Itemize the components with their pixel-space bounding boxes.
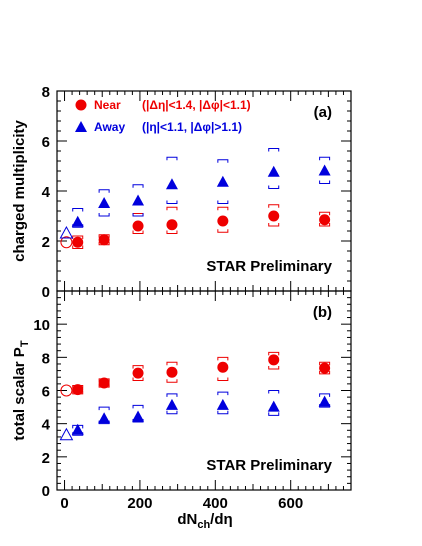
y-axis-label: total scalar PT <box>11 340 31 440</box>
x-axis-label-xlabel_tail: /dη <box>210 511 233 528</box>
x-tick-label: 200 <box>127 495 152 512</box>
systematic-bracket <box>72 235 84 249</box>
systematic-bracket <box>132 365 144 382</box>
legend-label-away: Away <box>94 120 125 134</box>
open-point-near <box>60 236 73 249</box>
data-point-near <box>268 210 280 222</box>
open-point-away <box>59 427 74 441</box>
legend-marker-triangle <box>75 121 87 132</box>
data-point-near <box>217 215 229 227</box>
y-tick-label: 4 <box>42 184 51 201</box>
annotation-star-preliminary: STAR Preliminary <box>206 457 332 474</box>
data-point-near <box>132 220 144 232</box>
x-tick-label: 400 <box>203 495 228 512</box>
panels: 0 2 4 6 8 charged multiplicity (a) STAR Prelimi… <box>11 84 352 531</box>
y-tick-label: 8 <box>42 84 50 101</box>
y-tick-label: 2 <box>42 234 50 251</box>
data-point-away <box>216 175 229 187</box>
systematic-bracket <box>217 391 229 415</box>
data-point-away <box>267 400 280 412</box>
annotation-star-preliminary: STAR Preliminary <box>206 258 332 275</box>
systematic-bracket <box>268 390 280 416</box>
y-tick-label: 2 <box>42 450 50 467</box>
y-tick-label: 0 <box>42 284 50 301</box>
data-point-near <box>319 362 331 374</box>
data-point-away <box>71 215 84 227</box>
y-tick-label: 0 <box>42 483 50 500</box>
data-point-near <box>166 366 178 378</box>
systematic-bracket <box>319 211 331 227</box>
panel-label: (a) <box>314 104 332 121</box>
y-axis-label: charged multiplicity <box>11 119 28 261</box>
systematic-bracket <box>268 148 280 189</box>
legend-label-near: Near <box>94 98 121 112</box>
legend-cuts-away: (|η|<1.1, |Δφ|>1.1) <box>142 120 242 134</box>
data-point-near <box>98 234 110 246</box>
data-point-near <box>72 236 84 248</box>
y-axis-label-text: total scalar P <box>11 347 28 440</box>
y-tick-label: 8 <box>42 350 50 367</box>
open-point-near <box>60 384 73 397</box>
y-tick-label: 6 <box>42 384 50 401</box>
systematic-bracket <box>319 156 331 184</box>
y-tick-label: 4 <box>42 417 51 434</box>
series-away <box>59 390 331 441</box>
systematic-bracket <box>166 156 178 204</box>
x-tick-label: 600 <box>278 495 303 512</box>
data-point-away <box>98 412 111 424</box>
series-near <box>60 204 331 249</box>
series-near <box>60 351 331 397</box>
data-point-away <box>165 178 178 190</box>
data-point-near <box>217 361 229 373</box>
systematic-bracket <box>166 206 178 234</box>
data-point-away <box>267 165 280 177</box>
systematic-bracket <box>268 351 280 370</box>
x-axis-label-xlabel_sub: ch <box>197 519 210 531</box>
y-axis-label-subscript: T <box>19 340 31 347</box>
data-point-near <box>268 354 280 366</box>
data-point-away <box>318 395 331 407</box>
data-point-near <box>98 377 110 389</box>
data-point-near <box>319 214 331 226</box>
data-point-near <box>166 219 178 231</box>
legend-cuts-near: (|Δη|<1.4, |Δφ|<1.1) <box>142 98 251 112</box>
data-point-away <box>132 194 145 206</box>
y-tick-label: 6 <box>42 134 50 151</box>
systematic-bracket <box>268 204 280 227</box>
data-point-away <box>216 398 229 410</box>
panel-a: 0 2 4 6 8 charged multiplicity (a) STAR Prelimi… <box>11 84 352 301</box>
systematic-bracket <box>166 393 178 415</box>
data-point-away <box>165 398 178 410</box>
systematic-bracket <box>98 189 110 217</box>
x-axis-label-xlabel: dN <box>177 511 197 528</box>
systematic-bracket <box>217 206 229 233</box>
systematic-bracket <box>217 356 229 382</box>
series-away <box>59 148 331 239</box>
open-point-away <box>59 225 74 239</box>
x-tick-label: 0 <box>60 495 68 512</box>
y-tick-label: 10 <box>33 317 50 334</box>
data-point-away <box>132 410 145 422</box>
systematic-bracket <box>166 361 178 383</box>
legend-marker-circle <box>75 99 87 111</box>
panel-label: (b) <box>313 304 332 321</box>
x-axis-label: dNch/dη <box>177 511 232 531</box>
y-axis-label-text: charged multiplicity <box>11 119 28 261</box>
systematic-bracket <box>132 184 144 217</box>
data-point-near <box>132 367 144 379</box>
systematic-bracket <box>217 159 229 204</box>
systematic-bracket <box>319 361 331 375</box>
data-point-away <box>318 164 331 176</box>
data-point-away <box>98 197 111 208</box>
data-point-away <box>71 423 84 435</box>
data-point-near <box>72 384 84 396</box>
